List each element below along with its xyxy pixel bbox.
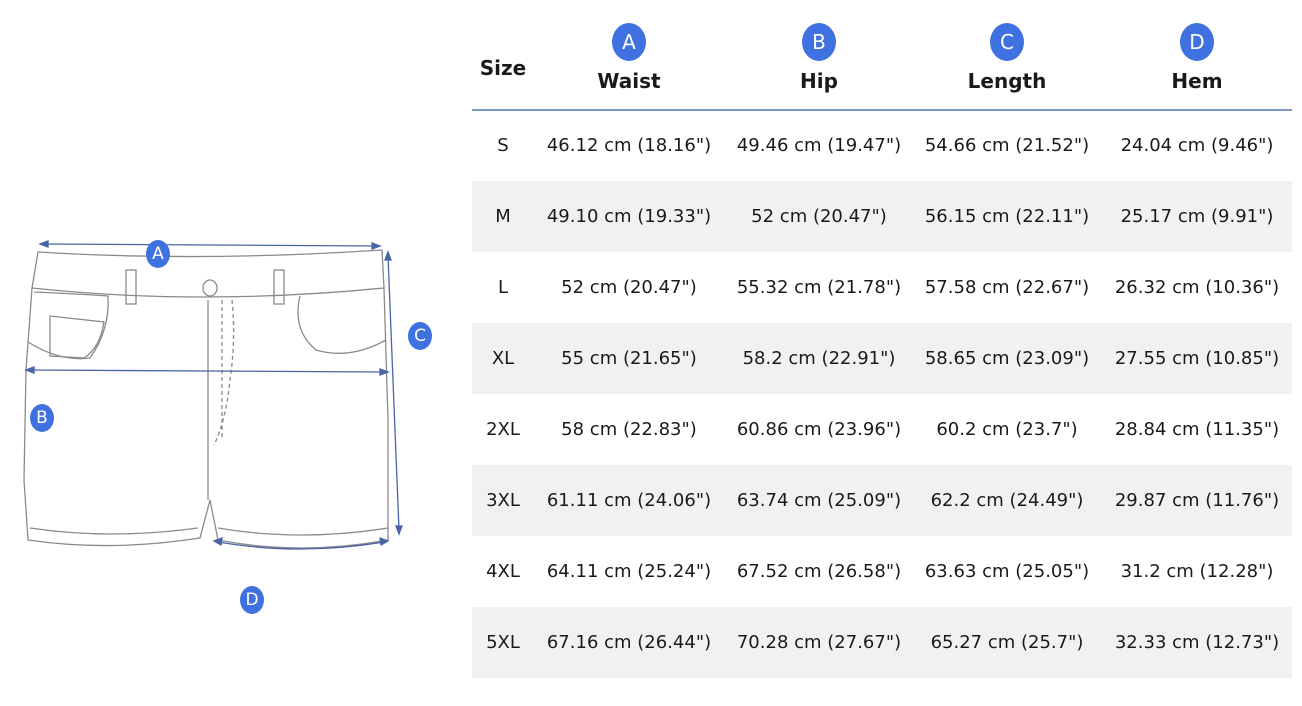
marker-d-badge: D bbox=[240, 586, 264, 614]
table-row: 5XL 67.16 cm (26.44") 70.28 cm (27.67") … bbox=[472, 607, 1292, 678]
marker-a-badge: A bbox=[146, 240, 170, 268]
hip-column-header: B Hip bbox=[724, 0, 914, 110]
size-cell: 3XL bbox=[486, 490, 520, 511]
hem-cell: 32.33 cm (12.73") bbox=[1114, 632, 1280, 653]
length-cell: 57.58 cm (22.67") bbox=[924, 277, 1090, 298]
hem-cell: 25.17 cm (9.91") bbox=[1120, 206, 1274, 227]
waist-cell: 64.11 cm (25.24") bbox=[546, 561, 712, 582]
waist-cell: 58 cm (22.83") bbox=[561, 419, 697, 440]
length-cell: 65.27 cm (25.7") bbox=[930, 632, 1084, 653]
waist-cell: 49.10 cm (19.33") bbox=[546, 206, 712, 227]
hip-cell: 60.86 cm (23.96") bbox=[736, 419, 902, 440]
hem-cell: 27.55 cm (10.85") bbox=[1114, 348, 1280, 369]
hem-cell: 29.87 cm (11.76") bbox=[1114, 490, 1280, 511]
hip-cell: 70.28 cm (27.67") bbox=[736, 632, 902, 653]
length-cell: 54.66 cm (21.52") bbox=[924, 135, 1090, 156]
length-column-header: C Length bbox=[912, 0, 1102, 110]
shorts-diagram: A B C D bbox=[0, 0, 470, 706]
hip-cell: 67.52 cm (26.58") bbox=[736, 561, 902, 582]
waist-cell: 67.16 cm (26.44") bbox=[546, 632, 712, 653]
size-cell: 4XL bbox=[486, 561, 520, 582]
hip-header-label: Hip bbox=[800, 69, 838, 93]
size-cell: 5XL bbox=[486, 632, 520, 653]
waist-cell: 52 cm (20.47") bbox=[561, 277, 697, 298]
length-cell: 58.65 cm (23.09") bbox=[924, 348, 1090, 369]
table-row: L 52 cm (20.47") 55.32 cm (21.78") 57.58… bbox=[472, 252, 1292, 323]
header-divider bbox=[472, 109, 1292, 111]
length-cell: 60.2 cm (23.7") bbox=[936, 419, 1078, 440]
hem-cell: 31.2 cm (12.28") bbox=[1120, 561, 1274, 582]
hip-cell: 55.32 cm (21.78") bbox=[736, 277, 902, 298]
table-header: Size A Waist B Hip C Length D Hem bbox=[472, 0, 1292, 111]
table-row: 2XL 58 cm (22.83") 60.86 cm (23.96") 60.… bbox=[472, 394, 1292, 465]
size-cell: S bbox=[497, 135, 509, 156]
size-chart-table: Size A Waist B Hip C Length D Hem S 46.1… bbox=[472, 0, 1292, 678]
marker-c-badge: C bbox=[408, 322, 432, 350]
waist-header-label: Waist bbox=[597, 69, 661, 93]
hem-cell: 24.04 cm (9.46") bbox=[1120, 135, 1274, 156]
waist-cell: 55 cm (21.65") bbox=[561, 348, 697, 369]
length-cell: 63.63 cm (25.05") bbox=[924, 561, 1090, 582]
hem-column-header: D Hem bbox=[1102, 0, 1292, 110]
length-cell: 62.2 cm (24.49") bbox=[930, 490, 1084, 511]
length-cell: 56.15 cm (22.11") bbox=[924, 206, 1090, 227]
table-row: 3XL 61.11 cm (24.06") 63.74 cm (25.09") … bbox=[472, 465, 1292, 536]
table-row: S 46.12 cm (18.16") 49.46 cm (19.47") 54… bbox=[472, 110, 1292, 181]
waist-column-header: A Waist bbox=[534, 0, 724, 110]
size-cell: L bbox=[497, 277, 509, 298]
table-row: XL 55 cm (21.65") 58.2 cm (22.91") 58.65… bbox=[472, 323, 1292, 394]
hip-cell: 49.46 cm (19.47") bbox=[736, 135, 902, 156]
size-cell: M bbox=[495, 206, 511, 227]
table-row: M 49.10 cm (19.33") 52 cm (20.47") 56.15… bbox=[472, 181, 1292, 252]
hem-marker-badge: D bbox=[1180, 23, 1214, 61]
size-column-header: Size bbox=[479, 56, 527, 80]
size-cell: XL bbox=[491, 348, 515, 369]
hem-cell: 28.84 cm (11.35") bbox=[1114, 419, 1280, 440]
shorts-illustration bbox=[23, 240, 403, 550]
waist-cell: 46.12 cm (18.16") bbox=[546, 135, 712, 156]
waist-marker-badge: A bbox=[612, 23, 646, 61]
hip-marker-badge: B bbox=[802, 23, 836, 61]
hem-cell: 26.32 cm (10.36") bbox=[1114, 277, 1280, 298]
marker-b-badge: B bbox=[30, 404, 54, 432]
length-header-label: Length bbox=[967, 69, 1047, 93]
size-cell: 2XL bbox=[486, 419, 520, 440]
hip-cell: 58.2 cm (22.91") bbox=[742, 348, 896, 369]
hip-cell: 52 cm (20.47") bbox=[751, 206, 887, 227]
length-marker-badge: C bbox=[990, 23, 1024, 61]
table-row: 4XL 64.11 cm (25.24") 67.52 cm (26.58") … bbox=[472, 536, 1292, 607]
hip-cell: 63.74 cm (25.09") bbox=[736, 490, 902, 511]
waist-cell: 61.11 cm (24.06") bbox=[546, 490, 712, 511]
hem-header-label: Hem bbox=[1171, 69, 1223, 93]
